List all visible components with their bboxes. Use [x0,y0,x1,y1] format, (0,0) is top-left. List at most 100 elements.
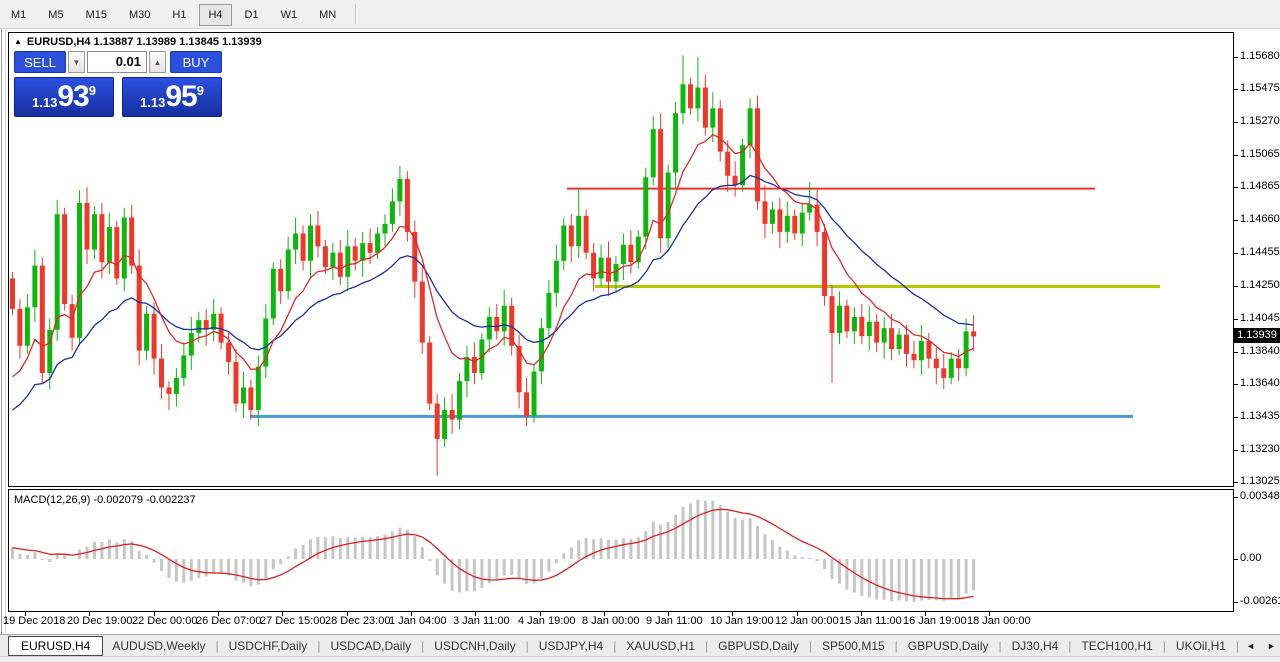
price-axis-label: 1.13435 [1240,410,1280,422]
chart-tab-USDCNH-Daily[interactable]: USDCNH,Daily [434,639,516,653]
tab-separator: | [1068,639,1072,653]
price-axis-label: 1.15680 [1240,50,1280,62]
timeframe-button-MN[interactable]: MN [319,9,337,21]
chart-tab-USDCAD-Daily[interactable]: USDCAD,Daily [330,639,412,653]
macd-axis-label: -0.002617 [1240,595,1280,607]
price-axis-tick [1234,352,1238,353]
time-axis-tick [732,612,733,616]
sell-button[interactable]: SELL [14,51,66,73]
one-click-panel-toggle-icon[interactable]: ▲ [14,37,22,46]
status-bar [0,656,1280,662]
time-axis-tick [154,612,155,616]
time-axis-tick [25,612,26,616]
time-axis-tick [540,612,541,616]
chart-tab-XAUUSD-H1[interactable]: XAUUSD,H1 [626,639,696,653]
tab-separator: | [1162,639,1166,653]
time-axis-label: 3 Jan 11:00 [453,615,510,627]
candlestick-chart[interactable] [9,33,1233,486]
timeframe-button-M1[interactable]: M1 [11,9,27,21]
tab-separator: | [1235,639,1240,653]
timeframe-buttons: M1 M5 M15 M30 H1 H4 D1 W1 MN [0,4,347,26]
macd-axis-tick [1234,497,1238,498]
price-axis-tick [1234,220,1238,221]
ohlc-values: EURUSD,H4 1.13887 1.13989 1.13845 1.1393… [26,36,262,48]
chart-tab-SP500-M15[interactable]: SP500,M15 [821,639,885,653]
chart-ohlc-title: ▲ EURUSD,H4 1.13887 1.13989 1.13845 1.139… [14,36,262,48]
timeframe-button-D1[interactable]: D1 [244,9,259,21]
timeframe-button-M5[interactable]: M5 [48,9,64,21]
time-axis-label: 19 Dec 2018 [3,615,66,627]
chart-tab-UKOil-H1[interactable]: UKOil,H1 [1175,639,1226,653]
price-axis-label: 1.15475 [1240,82,1280,94]
price-axis-label: 1.14865 [1240,180,1280,192]
tab-separator: | [705,639,709,653]
chart-tab-AUDUSD-Weekly[interactable]: AUDUSD,Weekly [112,639,206,653]
chart-tab-EURUSD-H4[interactable]: EURUSD,H4 [8,636,104,656]
chart-tab-USDJPY-H4[interactable]: USDJPY,H4 [538,639,604,653]
buy-button[interactable]: BUY [170,51,222,73]
price-axis-label: 1.14660 [1240,213,1280,225]
time-axis-tick [989,612,990,616]
tab-separator: | [894,639,898,653]
panel-left-edge [5,29,6,634]
tab-separator: | [613,639,617,653]
volume-input[interactable]: 0.01 [87,51,147,73]
time-axis-label: 20 Dec 19:00 [67,615,133,627]
price-axis-label: 1.13025 [1240,475,1280,487]
time-axis-tick [347,612,348,616]
arrow-up-icon: ▲ [153,57,162,67]
timeframe-button-M30[interactable]: M30 [128,9,151,21]
time-axis-tick [604,612,605,616]
macd-axis-tick [1234,602,1238,603]
sell-price-pipette: 9 [88,83,96,98]
price-axis-tick [1234,319,1238,320]
time-axis-tick [475,612,476,616]
macd-axis-tick [1234,559,1238,560]
price-axis-tick [1234,286,1238,287]
tab-separator: | [421,639,425,653]
sell-price-big-digits: 93 [57,80,89,113]
time-axis-tick [797,612,798,616]
price-axis-label: 1.15270 [1240,115,1280,127]
time-axis-tick [218,612,219,616]
tab-separator: | [525,639,529,653]
tabs-scroll-left-icon[interactable]: ◄ [1246,641,1255,651]
window-left-edge [1,29,2,634]
time-axis-label: 27 Dec 15:00 [260,615,326,627]
tab-separator: | [215,639,219,653]
chart-tab-USDCHF-Daily[interactable]: USDCHF,Daily [228,639,308,653]
time-axis-label: 18 Jan 00:00 [967,615,1031,627]
time-axis-label: 16 Jan 19:00 [903,615,967,627]
time-axis-tick [282,612,283,616]
price-axis-label: 1.13640 [1240,377,1280,389]
price-axis-label: 1.13840 [1240,345,1280,357]
chart-tab-GBPUSD-Daily[interactable]: GBPUSD,Daily [907,639,989,653]
volume-decrease-button[interactable]: ▼ [68,51,85,73]
time-axis-tick [925,612,926,616]
timeframe-button-M15[interactable]: M15 [85,9,107,21]
price-axis-tick [1234,417,1238,418]
chart-tab-bar: EURUSD,H4 AUDUSD,Weekly | USDCHF,Daily | USDC… [0,634,1280,657]
time-axis-tick [411,612,412,616]
one-click-trade-panel: SELL ▼ 0.01 ▲ BUY 1.13 93 9 1.13 95 9 [14,51,222,117]
macd-label: MACD(12,26,9) -0.002079 -0.002237 [14,494,196,506]
price-axis-tick [1234,482,1238,483]
macd-indicator-panel[interactable] [8,489,1234,612]
time-axis-label: 4 Jan 19:00 [518,615,576,627]
volume-increase-button[interactable]: ▲ [149,51,166,73]
timeframe-button-H4[interactable]: H4 [199,4,232,26]
chart-tab-GBPUSD-Daily[interactable]: GBPUSD,Daily [718,639,799,653]
tab-separator: | [317,639,321,653]
sell-quote-button[interactable]: 1.13 93 9 [14,77,114,117]
price-axis-label: 1.14045 [1240,312,1280,324]
buy-quote-button[interactable]: 1.13 95 9 [122,77,222,117]
timeframe-button-W1[interactable]: W1 [280,9,298,21]
chart-tab-DJ30-H4[interactable]: DJ30,H4 [1011,639,1059,653]
macd-chart [11,499,976,602]
price-axis-tick [1234,450,1238,451]
price-axis-label: 1.14250 [1240,279,1280,291]
buy-price-big-digits: 95 [165,80,197,113]
tabs-scroll-right-icon[interactable]: ► [1266,641,1276,651]
timeframe-button-H1[interactable]: H1 [172,9,187,21]
chart-tab-TECH100-H1[interactable]: TECH100,H1 [1081,639,1153,653]
